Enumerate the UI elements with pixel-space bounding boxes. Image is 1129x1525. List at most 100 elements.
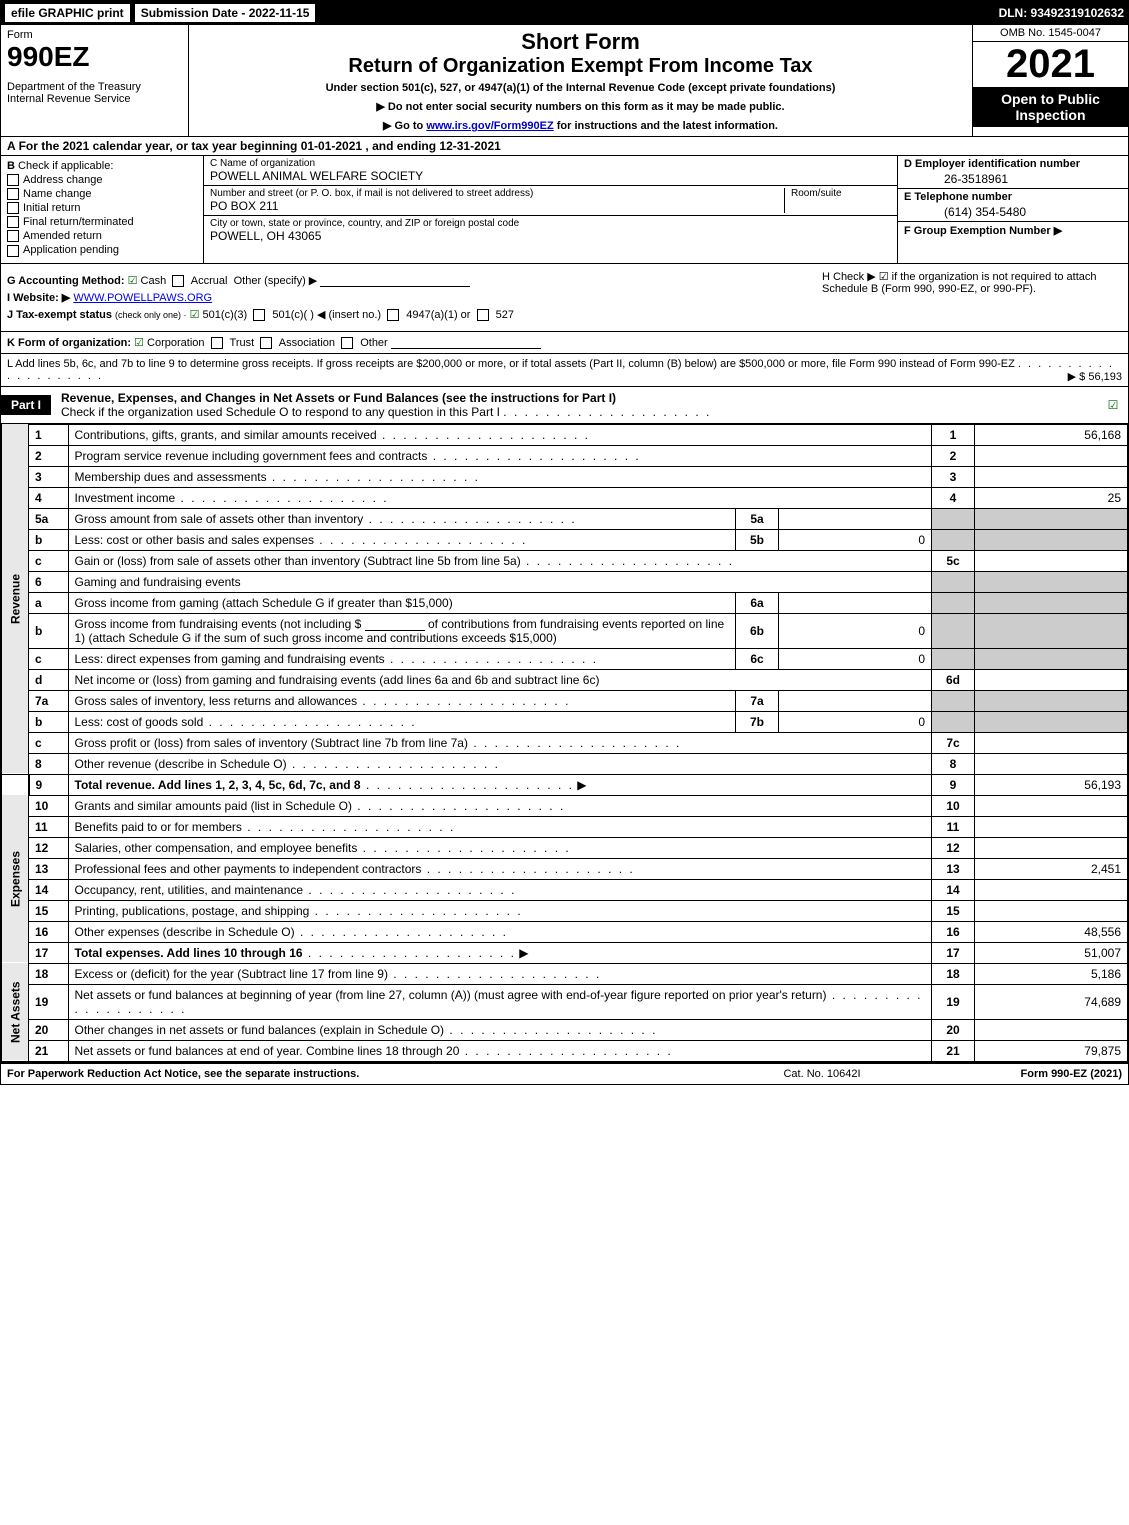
- header-center: Short Form Return of Organization Exempt…: [189, 25, 972, 136]
- street-value: PO BOX 211: [210, 199, 778, 213]
- checkbox-icon: [7, 245, 19, 257]
- cb-final-return[interactable]: Final return/terminated: [7, 216, 197, 228]
- under-section: Under section 501(c), 527, or 4947(a)(1)…: [195, 82, 966, 94]
- table-row: 5a Gross amount from sale of assets othe…: [2, 508, 1128, 529]
- revenue-side-label: Revenue: [2, 424, 29, 774]
- dln: DLN: 93492319102632: [999, 6, 1124, 20]
- website-line: I Website: ▶ WWW.POWELLPAWS.ORG: [7, 291, 810, 304]
- cb-amended[interactable]: Amended return: [7, 230, 197, 242]
- 4947-checkbox[interactable]: [387, 309, 399, 321]
- other-underline[interactable]: [320, 286, 470, 287]
- ein-value: 26-3518961: [904, 172, 1122, 186]
- label-i: I Website: ▶: [7, 292, 70, 304]
- cb-name-change[interactable]: Name change: [7, 188, 197, 200]
- table-row: Expenses 10 Grants and similar amounts p…: [2, 795, 1128, 816]
- street-label: Number and street (or P. O. box, if mail…: [210, 188, 778, 199]
- ein-label: D Employer identification number: [904, 158, 1080, 170]
- city-row: City or town, state or province, country…: [204, 216, 897, 245]
- expenses-side-label: Expenses: [2, 795, 29, 963]
- table-row: 9 Total revenue. Add lines 1, 2, 3, 4, 5…: [2, 774, 1128, 795]
- phone-block: E Telephone number (614) 354-5480: [898, 189, 1128, 222]
- cb-address-change[interactable]: Address change: [7, 174, 197, 186]
- part1-check-text: Check if the organization used Schedule …: [61, 405, 500, 419]
- other-checkbox[interactable]: [341, 337, 353, 349]
- submission-date: Submission Date - 2022-11-15: [134, 3, 317, 23]
- phone-label: E Telephone number: [904, 191, 1012, 203]
- irs-label: Internal Revenue Service: [7, 93, 182, 105]
- accrual-checkbox[interactable]: [172, 275, 184, 287]
- phone-value: (614) 354-5480: [904, 205, 1122, 219]
- accrual-label: Accrual: [191, 275, 228, 287]
- form-word: Form: [7, 29, 182, 41]
- 501c-checkbox[interactable]: [253, 309, 265, 321]
- table-row: 6 Gaming and fundraising events: [2, 571, 1128, 592]
- opt-corp: Corporation: [147, 337, 204, 349]
- irs-link[interactable]: www.irs.gov/Form990EZ: [426, 120, 553, 132]
- form-container: efile GRAPHIC print Submission Date - 20…: [0, 0, 1129, 1085]
- other-org-underline[interactable]: [391, 348, 541, 349]
- line-desc: Contributions, gifts, grants, and simila…: [68, 424, 932, 445]
- cash-check-icon: [128, 275, 138, 287]
- trust-checkbox[interactable]: [211, 337, 223, 349]
- table-row: 12 Salaries, other compensation, and emp…: [2, 837, 1128, 858]
- section-bcd: B Check if applicable: Address change Na…: [1, 156, 1128, 264]
- label-j: J Tax-exempt status: [7, 309, 112, 321]
- table-row: Net Assets 18 Excess or (deficit) for th…: [2, 963, 1128, 984]
- col-no: 1: [932, 424, 975, 445]
- table-row: 13 Professional fees and other payments …: [2, 858, 1128, 879]
- return-title: Return of Organization Exempt From Incom…: [195, 55, 966, 78]
- label-b: B: [7, 160, 15, 172]
- opt-527: 527: [496, 309, 514, 321]
- j-small: (check only one) ·: [115, 310, 187, 320]
- goto-prefix: ▶ Go to: [383, 120, 426, 132]
- org-name-row: C Name of organization POWELL ANIMAL WEL…: [204, 156, 897, 186]
- corp-check-icon: [134, 337, 144, 349]
- table-row: c Gross profit or (loss) from sales of i…: [2, 732, 1128, 753]
- section-ghij: G Accounting Method: Cash Accrual Other …: [1, 264, 1128, 332]
- footer-mid: Cat. No. 10642I: [722, 1068, 922, 1080]
- cb-initial-return[interactable]: Initial return: [7, 202, 197, 214]
- table-row: Revenue 1 Contributions, gifts, grants, …: [2, 424, 1128, 445]
- 501c3-check-icon: [190, 309, 200, 321]
- label-a: A: [7, 139, 15, 153]
- header-row: Form 990EZ Department of the Treasury In…: [1, 25, 1128, 137]
- group-label: F Group Exemption Number ▶: [904, 225, 1062, 237]
- tax-year: 2021: [973, 42, 1128, 87]
- section-l: L Add lines 5b, 6c, and 7b to line 9 to …: [1, 354, 1128, 387]
- col-gi: G Accounting Method: Cash Accrual Other …: [1, 264, 816, 331]
- room-label: Room/suite: [785, 188, 891, 213]
- org-name: POWELL ANIMAL WELFARE SOCIETY: [210, 169, 891, 183]
- col-b: B Check if applicable: Address change Na…: [1, 156, 204, 263]
- label-g: G Accounting Method:: [7, 275, 125, 287]
- short-form-title: Short Form: [195, 29, 966, 55]
- efile-badge[interactable]: efile GRAPHIC print: [5, 4, 130, 22]
- col-val: 56,168: [975, 424, 1128, 445]
- opt-501c3: 501(c)(3): [203, 309, 248, 321]
- header-left: Form 990EZ Department of the Treasury In…: [1, 25, 189, 136]
- table-row: 8 Other revenue (describe in Schedule O)…: [2, 753, 1128, 774]
- opt-501c: 501(c)( ) ◀ (insert no.): [272, 309, 381, 321]
- website-link[interactable]: WWW.POWELLPAWS.ORG: [73, 292, 212, 304]
- line-no: 1: [29, 424, 69, 445]
- opt-other: Other: [360, 337, 388, 349]
- footer: For Paperwork Reduction Act Notice, see …: [1, 1062, 1128, 1084]
- 527-checkbox[interactable]: [477, 309, 489, 321]
- table-row: 21 Net assets or fund balances at end of…: [2, 1040, 1128, 1061]
- part1-checkbox[interactable]: [1098, 398, 1128, 412]
- footer-left: For Paperwork Reduction Act Notice, see …: [7, 1068, 722, 1080]
- lines-table: Revenue 1 Contributions, gifts, grants, …: [1, 424, 1128, 1062]
- omb-number: OMB No. 1545-0047: [973, 25, 1128, 42]
- dept-treasury: Department of the Treasury: [7, 81, 182, 93]
- checkbox-icon: [7, 174, 19, 186]
- cb-pending[interactable]: Application pending: [7, 244, 197, 256]
- cash-label: Cash: [141, 275, 167, 287]
- row-a: A For the 2021 calendar year, or tax yea…: [1, 137, 1128, 156]
- group-block: F Group Exemption Number ▶: [898, 222, 1128, 239]
- table-row: 19 Net assets or fund balances at beginn…: [2, 984, 1128, 1019]
- open-public-badge: Open to Public Inspection: [973, 87, 1128, 127]
- assoc-checkbox[interactable]: [260, 337, 272, 349]
- table-row: b Less: cost or other basis and sales ex…: [2, 529, 1128, 550]
- table-row: 14 Occupancy, rent, utilities, and maint…: [2, 879, 1128, 900]
- table-row: 16 Other expenses (describe in Schedule …: [2, 921, 1128, 942]
- city-label: City or town, state or province, country…: [210, 218, 891, 229]
